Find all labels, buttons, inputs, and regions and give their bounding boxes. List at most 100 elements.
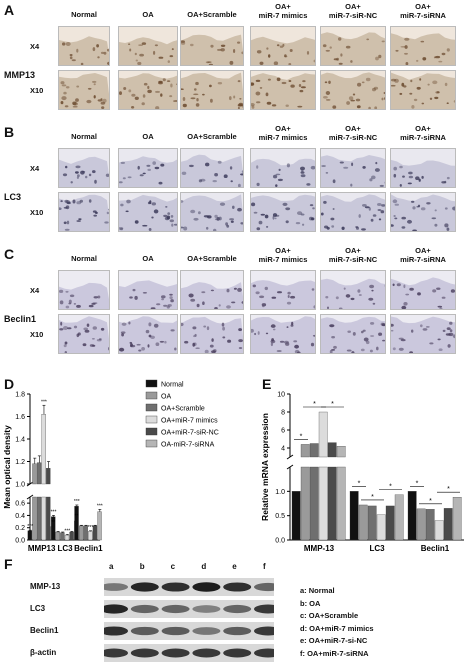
blot-band [100, 648, 128, 658]
blot-band [254, 604, 282, 614]
bar [425, 509, 435, 541]
bar [367, 505, 377, 541]
y-tick-label: 0.5 [275, 513, 285, 520]
lane-label: b [139, 562, 145, 571]
panel-label-d: D [4, 376, 15, 392]
blot-band [192, 627, 221, 635]
lane-label: f [263, 562, 266, 571]
histology-image [250, 314, 316, 354]
column-header: Normal [71, 10, 97, 19]
blot-strip [100, 600, 282, 618]
histology-image [58, 26, 110, 66]
y-tick-label: 1.6 [15, 414, 25, 421]
bar [74, 506, 79, 541]
bar [327, 442, 337, 458]
column-header: OA+ miR-7-siR-NC [328, 246, 378, 264]
significance-marker: * [389, 484, 392, 491]
bar [83, 525, 88, 541]
legend-swatch [145, 439, 158, 448]
bar [300, 444, 310, 458]
panel-label-f: F [4, 556, 13, 572]
bar [318, 411, 328, 458]
blot-band [254, 582, 282, 592]
blot-band [100, 626, 128, 636]
histology-image [250, 70, 316, 110]
lane-key-entry: f: OA+miR-7-siRNA [300, 648, 369, 658]
blot-band [254, 626, 282, 636]
chart-d: 0.0 0.2 0.4 0.6 1.0 1.2 1.4 1.6 1.8 Mean optical … [2, 379, 219, 553]
histology-image [320, 270, 386, 310]
legend-entry: OA+miR-7 mimics [161, 418, 218, 425]
significance-marker: *** [27, 524, 33, 530]
y-tick-label: 4 [281, 446, 285, 453]
y-tick-label: 0.0 [15, 538, 25, 545]
histology-image [250, 270, 316, 310]
significance-marker: * [371, 494, 374, 501]
panel-label-b: B [4, 124, 15, 140]
significance-marker: * [358, 480, 361, 487]
histology-image [118, 26, 178, 66]
column-header: OA [142, 254, 154, 263]
y-tick-label: 6 [281, 428, 285, 435]
histology-image [180, 314, 244, 354]
lane-key-entry: b: OA [300, 598, 321, 608]
blot-band [223, 604, 252, 614]
blot-band [161, 604, 190, 614]
legend-entry: OA+miR-7-siR-NC [161, 430, 219, 437]
column-header: OA+ miR-7 mimics [258, 246, 308, 264]
protein-label: MMP-13 [30, 582, 61, 591]
blot-strip [100, 578, 282, 596]
bar [92, 525, 98, 541]
bar [327, 466, 337, 541]
bar [41, 496, 46, 541]
lane-key-entry: c: OA+Scramble [300, 611, 359, 620]
panel-label-a: A [4, 2, 15, 18]
bar [36, 462, 42, 485]
histology-image [250, 192, 316, 232]
bar [349, 491, 359, 541]
panel-label-c: C [4, 246, 15, 262]
column-header: Normal [71, 254, 97, 263]
row-label-x4: X4 [30, 286, 40, 295]
x-category-label: MMP-13 [304, 544, 335, 553]
histology-image [390, 270, 456, 310]
column-header: OA [142, 132, 154, 141]
bar [27, 530, 33, 541]
column-header: OA+ miR-7-siR-NC [328, 124, 378, 142]
histology-image [58, 314, 110, 354]
blot-band [161, 648, 190, 658]
bar [51, 516, 56, 541]
bar [32, 463, 37, 485]
histology-image [118, 148, 178, 188]
histology-image [390, 192, 456, 232]
row-label-x4: X4 [30, 42, 40, 51]
bar [88, 531, 93, 541]
bar [434, 520, 444, 541]
column-header: OA+ miR-7-siRNA [400, 124, 446, 142]
histology-image [180, 148, 244, 188]
histology-image [390, 314, 456, 354]
bar [318, 466, 328, 541]
lane-key-entry: a: Normal [300, 586, 335, 595]
protein-label: Beclin1 [30, 626, 59, 635]
marker-label-lc3: LC3 [4, 192, 22, 202]
y-tick-label: 8 [281, 410, 285, 417]
bar [32, 496, 37, 541]
panel-label-e: E [262, 376, 272, 392]
lane-label: d [201, 562, 207, 571]
column-header: OA+Scramble [187, 254, 237, 263]
blot-band [161, 626, 190, 636]
column-header: OA+Scramble [187, 132, 237, 141]
bar [46, 496, 51, 541]
histology-image [58, 70, 110, 110]
protein-label: β-actin [30, 648, 57, 657]
blot-band [254, 648, 282, 658]
histology-image [180, 70, 244, 110]
blot-band [223, 648, 252, 658]
marker-label-beclin1: Beclin1 [4, 314, 37, 324]
bar [376, 514, 386, 541]
histology-image [58, 148, 110, 188]
bar [291, 491, 301, 541]
legend-swatch [145, 415, 158, 424]
bar [452, 497, 462, 541]
